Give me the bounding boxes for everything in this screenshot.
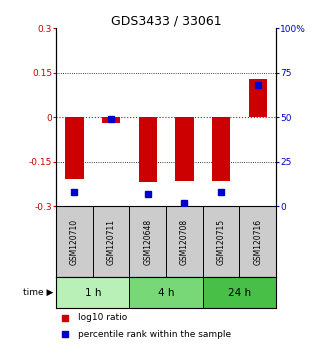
Bar <box>65 117 84 179</box>
Bar <box>129 277 203 308</box>
Bar <box>175 117 194 181</box>
Bar <box>203 206 239 277</box>
Bar <box>139 117 157 182</box>
Bar <box>56 206 93 277</box>
Text: 4 h: 4 h <box>158 287 174 298</box>
Text: percentile rank within the sample: percentile rank within the sample <box>78 330 231 339</box>
Text: time ▶: time ▶ <box>22 288 53 297</box>
Text: 1 h: 1 h <box>84 287 101 298</box>
Text: 24 h: 24 h <box>228 287 251 298</box>
Text: GSM120710: GSM120710 <box>70 219 79 265</box>
Text: GSM120648: GSM120648 <box>143 219 152 265</box>
Bar <box>212 117 230 181</box>
Text: log10 ratio: log10 ratio <box>78 313 127 322</box>
Text: GSM120715: GSM120715 <box>217 219 226 265</box>
Bar <box>166 206 203 277</box>
Title: GDS3433 / 33061: GDS3433 / 33061 <box>111 14 221 27</box>
Bar <box>56 277 129 308</box>
Bar <box>93 206 129 277</box>
Text: GSM120716: GSM120716 <box>253 219 262 265</box>
Bar <box>248 79 267 117</box>
Text: GSM120708: GSM120708 <box>180 219 189 265</box>
Bar <box>203 277 276 308</box>
Text: GSM120711: GSM120711 <box>107 219 116 265</box>
Bar <box>129 206 166 277</box>
Bar <box>102 117 120 123</box>
Bar <box>239 206 276 277</box>
